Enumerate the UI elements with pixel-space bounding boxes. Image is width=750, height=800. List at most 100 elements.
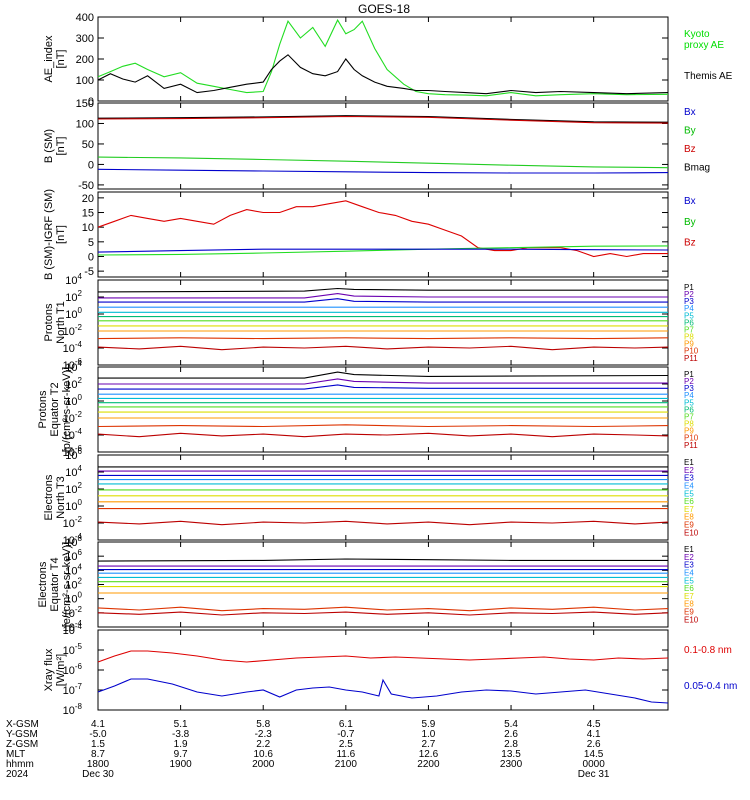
legend-e1: E1: [684, 458, 694, 467]
y-tick-label: 300: [76, 33, 94, 45]
ephemeris-value: -5.0: [89, 729, 107, 740]
ephemeris-value: -2.3: [255, 729, 273, 740]
legend-p10: P10: [684, 347, 699, 356]
ephemeris-value: 14.5: [584, 749, 604, 760]
series-bz: [97, 115, 669, 124]
ephemeris-value: 10.6: [253, 749, 273, 760]
y-tick-exponent: 4: [78, 562, 83, 571]
legend-proxy-ae: proxy AE: [684, 40, 724, 51]
legend-0-05-0-4-nm: 0.05-0.4 nm: [684, 681, 737, 692]
y-axis-label: B (SM)-IGRF (SM): [43, 189, 55, 280]
legend-kyoto: Kyoto: [684, 29, 710, 40]
y-tick-exponent: -7: [75, 682, 83, 691]
series-kyoto-proxy-ae: [97, 18, 669, 97]
y-tick-label: 10: [82, 222, 94, 234]
ephemeris-value: 2300: [500, 759, 523, 770]
legend-e5: E5: [684, 576, 694, 585]
panel-frame: [97, 102, 669, 190]
legend-themis-ae: Themis AE: [684, 71, 733, 82]
y-tick-exponent: -5: [75, 642, 83, 651]
ephemeris-label-4: hhmm: [6, 759, 34, 770]
y-tick-label: 104: [65, 272, 82, 287]
ephemeris-value: 2100: [335, 759, 358, 770]
legend-bx: Bx: [684, 107, 696, 118]
y-tick-exponent: -2: [75, 515, 83, 524]
ephemeris-value: 1.5: [91, 739, 105, 750]
legend-p6: P6: [684, 318, 694, 327]
y-axis-label: Protons: [43, 303, 55, 341]
legend-e5: E5: [684, 489, 694, 498]
y-tick-label: 102: [65, 289, 82, 304]
y-tick-label: -50: [78, 180, 94, 192]
y-tick-label: 102: [65, 481, 82, 496]
series-e1: [97, 558, 668, 562]
ephemeris-label-5: 2024: [6, 769, 29, 780]
y-tick-exponent: -4: [75, 340, 83, 349]
y-tick-exponent: -6: [75, 444, 83, 453]
legend-e6: E6: [684, 584, 694, 593]
legend-bz: Bz: [684, 144, 696, 155]
series-0-05-0-4-nm: [97, 678, 669, 704]
series-p1: [98, 371, 669, 379]
ephemeris-value: 5.8: [256, 719, 270, 730]
ephemeris-value: 2.7: [421, 739, 435, 750]
legend-e7: E7: [684, 592, 694, 601]
ephemeris-label-1: Y-GSM: [6, 729, 38, 740]
y-tick-label: 106: [65, 447, 82, 462]
y-axis-label: B (SM): [43, 129, 55, 163]
y-tick-exponent: -6: [75, 662, 83, 671]
legend-p11: P11: [684, 441, 698, 450]
ephemeris-value: 13.5: [501, 749, 521, 760]
ephemeris-label-0: X-GSM: [6, 719, 39, 730]
y-tick-exponent: -4: [75, 532, 83, 541]
series-e10: [97, 520, 669, 526]
series-bx: [97, 168, 669, 174]
y-axis-label: [e/(cm²-s-sr-keV)]: [61, 542, 73, 628]
legend-p8: P8: [684, 420, 694, 429]
panel-frame: [97, 191, 669, 278]
series-p11: [97, 432, 669, 438]
series-e9: [97, 606, 669, 612]
y-axis-label: Xray flux: [43, 648, 55, 691]
ephemeris-value: 4.5: [587, 719, 601, 730]
ephemeris-value: 2000: [252, 759, 275, 770]
y-tick-label: 150: [76, 98, 94, 110]
ephemeris-value: 2.2: [256, 739, 270, 750]
ephemeris-value: 2.6: [504, 729, 518, 740]
ephemeris-value: 2.8: [504, 739, 518, 750]
series-p2: [98, 293, 668, 299]
y-tick-label: 100: [76, 118, 94, 130]
legend-p5: P5: [684, 311, 694, 320]
y-tick-exponent: -2: [75, 605, 83, 614]
series-e10: [97, 611, 669, 616]
panel-frame: [97, 454, 669, 541]
y-tick-exponent: 0: [78, 393, 83, 402]
ephemeris-value: 1.9: [174, 739, 188, 750]
y-axis-label: [W/m²]: [55, 654, 67, 686]
legend-bmag: Bmag: [684, 163, 710, 174]
ephemeris-value: 2200: [417, 759, 440, 770]
ephemeris-value: Dec 31: [578, 769, 610, 780]
y-tick-exponent: 4: [78, 272, 83, 281]
y-axis-label: Protons: [37, 390, 49, 428]
y-tick-exponent: 4: [78, 359, 83, 368]
panel-3: -5 0 5 10 15 20 B (SM)-IGRF (SM) [nT] Bx By Bz: [43, 189, 696, 280]
legend-p2: P2: [684, 377, 694, 386]
legend-e4: E4: [684, 568, 694, 577]
legend-e2: E2: [684, 553, 694, 562]
y-axis-label: Equator T2: [49, 382, 61, 436]
y-tick-label: 100: [65, 498, 82, 513]
y-axis-label: Equator T4: [49, 557, 61, 611]
ephemeris-value: 2.5: [339, 739, 353, 750]
y-tick-label: 104: [65, 464, 82, 479]
y-tick-label: 20: [82, 193, 94, 205]
legend-e8: E8: [684, 600, 694, 609]
ephemeris-label-3: MLT: [6, 749, 25, 760]
plot-title: GOES-18: [358, 2, 410, 16]
ephemeris-value: 12.6: [419, 749, 439, 760]
y-tick-exponent: 2: [78, 376, 83, 385]
legend-p5: P5: [684, 398, 694, 407]
legend-p4: P4: [684, 304, 694, 313]
